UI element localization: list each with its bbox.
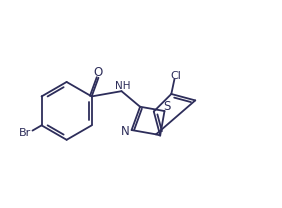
Text: Br: Br (19, 128, 31, 138)
Text: N: N (121, 125, 130, 138)
Text: O: O (94, 66, 103, 79)
Text: S: S (164, 100, 171, 113)
Text: NH: NH (115, 81, 131, 91)
Text: Cl: Cl (170, 71, 181, 81)
